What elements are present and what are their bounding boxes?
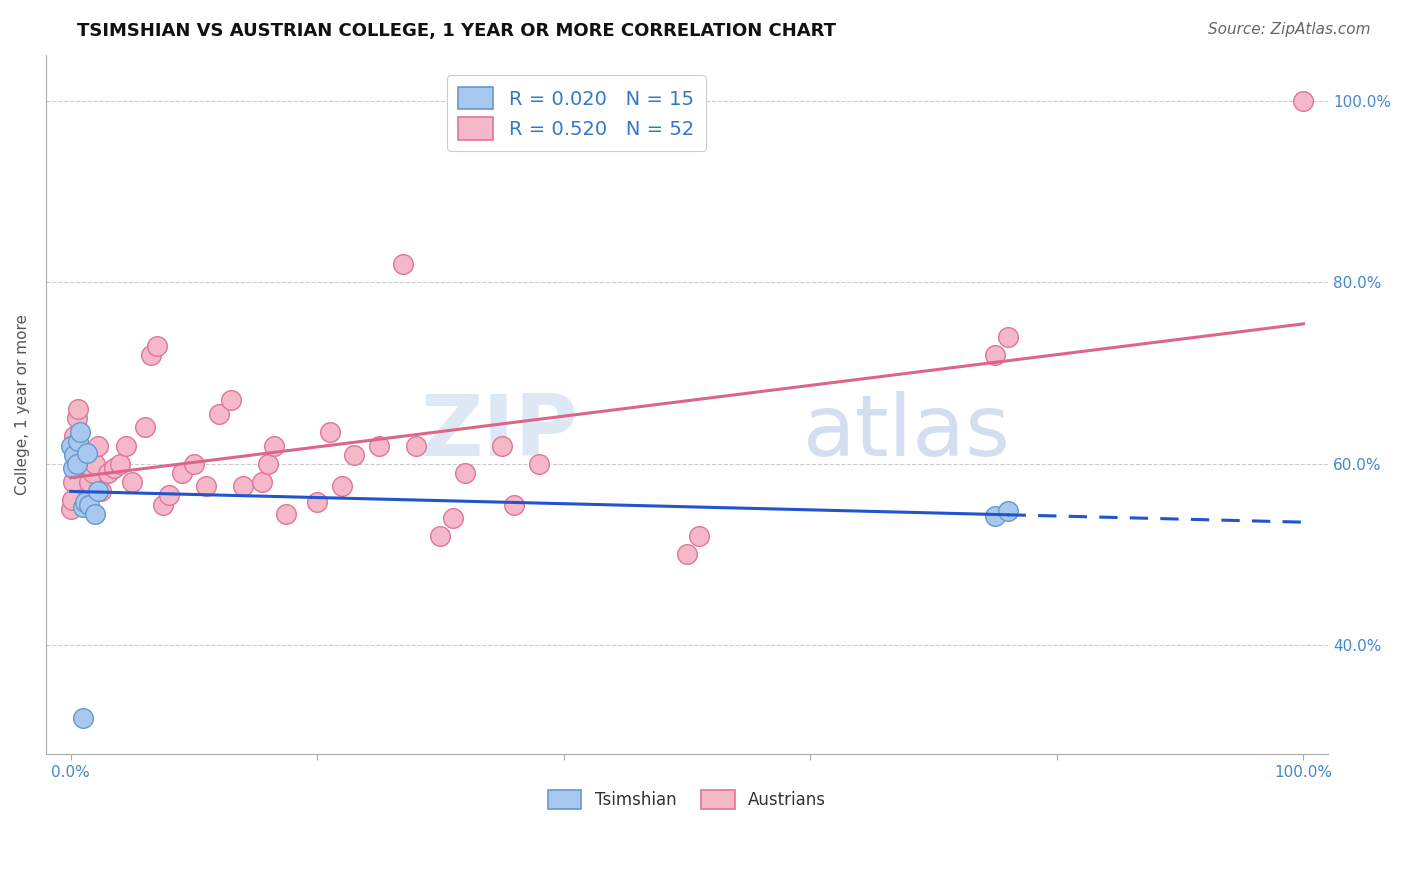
Point bbox=[103, 461, 125, 475]
Point bbox=[250, 475, 273, 489]
Point bbox=[72, 711, 94, 725]
Point bbox=[97, 466, 120, 480]
Point bbox=[115, 438, 138, 452]
Point bbox=[330, 479, 353, 493]
Point bbox=[146, 339, 169, 353]
Point bbox=[405, 438, 427, 452]
Point bbox=[72, 500, 94, 515]
Point bbox=[69, 457, 91, 471]
Point bbox=[62, 461, 84, 475]
Point bbox=[1292, 94, 1315, 108]
Point bbox=[90, 483, 112, 498]
Point bbox=[219, 393, 242, 408]
Point bbox=[108, 457, 131, 471]
Point bbox=[984, 509, 1007, 524]
Text: Source: ZipAtlas.com: Source: ZipAtlas.com bbox=[1208, 22, 1371, 37]
Point bbox=[183, 457, 205, 471]
Point bbox=[984, 348, 1007, 362]
Point bbox=[139, 348, 162, 362]
Point bbox=[77, 475, 100, 489]
Point bbox=[688, 529, 710, 543]
Point bbox=[997, 329, 1019, 343]
Point bbox=[63, 429, 86, 443]
Point bbox=[307, 495, 329, 509]
Legend: Tsimshian, Austrians: Tsimshian, Austrians bbox=[541, 783, 832, 816]
Point bbox=[392, 257, 415, 271]
Point bbox=[257, 457, 280, 471]
Point bbox=[157, 488, 180, 502]
Point bbox=[84, 507, 107, 521]
Text: TSIMSHIAN VS AUSTRIAN COLLEGE, 1 YEAR OR MORE CORRELATION CHART: TSIMSHIAN VS AUSTRIAN COLLEGE, 1 YEAR OR… bbox=[77, 22, 837, 40]
Text: ZIP: ZIP bbox=[420, 391, 578, 475]
Point bbox=[66, 457, 89, 471]
Point bbox=[441, 511, 464, 525]
Point bbox=[676, 548, 699, 562]
Text: atlas: atlas bbox=[803, 391, 1011, 475]
Point bbox=[82, 466, 104, 480]
Point bbox=[454, 466, 477, 480]
Point bbox=[152, 498, 174, 512]
Point bbox=[76, 446, 98, 460]
Point bbox=[66, 402, 89, 417]
Point bbox=[527, 457, 550, 471]
Point bbox=[60, 493, 83, 508]
Point bbox=[997, 504, 1019, 518]
Point bbox=[195, 479, 218, 493]
Point bbox=[63, 448, 86, 462]
Point bbox=[66, 411, 89, 425]
Point bbox=[491, 438, 513, 452]
Point bbox=[59, 438, 82, 452]
Point bbox=[170, 466, 193, 480]
Y-axis label: College, 1 year or more: College, 1 year or more bbox=[15, 314, 30, 495]
Point bbox=[87, 483, 110, 498]
Point bbox=[75, 495, 97, 509]
Point bbox=[429, 529, 451, 543]
Point bbox=[69, 425, 91, 439]
Point bbox=[343, 448, 366, 462]
Point bbox=[263, 438, 285, 452]
Point bbox=[66, 434, 89, 448]
Point bbox=[84, 457, 107, 471]
Point bbox=[75, 448, 97, 462]
Point bbox=[77, 498, 100, 512]
Point bbox=[59, 502, 82, 516]
Point bbox=[121, 475, 143, 489]
Point bbox=[232, 479, 254, 493]
Point bbox=[62, 475, 84, 489]
Point bbox=[72, 443, 94, 458]
Point bbox=[207, 407, 229, 421]
Point bbox=[367, 438, 389, 452]
Point bbox=[134, 420, 156, 434]
Point bbox=[503, 498, 526, 512]
Point bbox=[87, 438, 110, 452]
Point bbox=[276, 507, 298, 521]
Point bbox=[318, 425, 340, 439]
